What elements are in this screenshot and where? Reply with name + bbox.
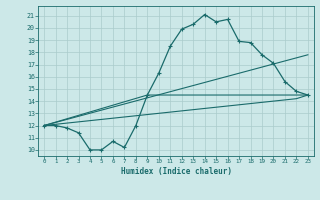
X-axis label: Humidex (Indice chaleur): Humidex (Indice chaleur)	[121, 167, 231, 176]
